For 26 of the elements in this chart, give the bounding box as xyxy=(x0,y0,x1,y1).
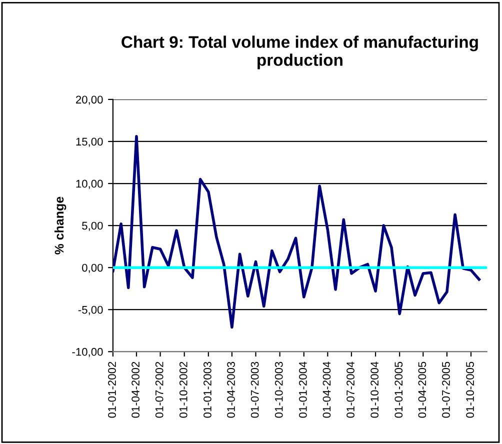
y-tick-label: -5,00 xyxy=(78,306,103,316)
x-tick-label: 01-07-2005 xyxy=(442,362,450,418)
line-series xyxy=(112,135,480,329)
y-axis-title: % change xyxy=(54,196,66,254)
x-tick-label: 01-10-2003 xyxy=(274,362,283,418)
y-tick-label: 0,00 xyxy=(82,264,103,274)
y-tick-label: 20,00 xyxy=(76,96,103,105)
y-tick-label: 10,00 xyxy=(76,180,103,189)
y-tick-label: 5,00 xyxy=(82,222,103,231)
x-tick-label: 01-01-2003 xyxy=(204,362,212,418)
y-tick-label: 15,00 xyxy=(76,138,103,147)
x-tick-label: 01-07-2003 xyxy=(250,362,259,418)
x-tick-label: 01-04-2002 xyxy=(132,362,140,418)
y-tick-label: -10,00 xyxy=(72,348,103,358)
x-tick-label: 01-01-2004 xyxy=(298,362,307,418)
x-tick-label: 01-10-2002 xyxy=(179,362,188,418)
x-tick-label: 01-04-2003 xyxy=(227,362,235,418)
x-tick-label: 01-07-2004 xyxy=(346,362,354,418)
x-tick-label: 01-10-2005 xyxy=(466,362,474,418)
chart-title: Chart 9: Total volume index of manufacturing production xyxy=(122,36,478,70)
x-tick-label: 01-01-2002 xyxy=(108,362,116,418)
x-tick-label: 01-10-2004 xyxy=(370,362,379,418)
x-tick-label: 01-01-2005 xyxy=(394,362,403,418)
x-tick-label: 01-04-2005 xyxy=(418,362,426,418)
x-tick-label: 01-07-2002 xyxy=(155,362,164,418)
x-tick-label: 01-04-2004 xyxy=(322,362,331,418)
